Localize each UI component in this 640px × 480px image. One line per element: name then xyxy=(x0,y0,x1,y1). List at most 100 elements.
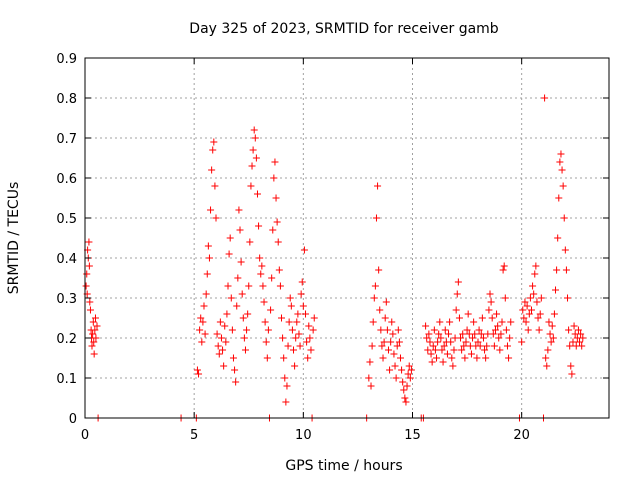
data-point xyxy=(221,322,229,330)
data-point xyxy=(525,310,533,318)
data-point xyxy=(482,354,490,362)
data-point xyxy=(547,338,555,346)
data-point xyxy=(389,330,397,338)
points-layer xyxy=(82,94,587,422)
data-point xyxy=(238,290,246,298)
data-point xyxy=(545,318,553,326)
data-point xyxy=(429,342,437,350)
data-point xyxy=(203,270,211,278)
data-point xyxy=(537,294,545,302)
data-point xyxy=(193,366,201,374)
data-point xyxy=(195,370,203,378)
data-point xyxy=(422,322,430,330)
data-point xyxy=(438,346,446,354)
data-point xyxy=(212,214,220,222)
data-point xyxy=(462,338,470,346)
data-point xyxy=(392,374,400,382)
grid-layer xyxy=(85,58,609,418)
data-point xyxy=(427,350,435,358)
data-point xyxy=(216,318,224,326)
data-point xyxy=(570,322,578,330)
data-point xyxy=(396,354,404,362)
data-point xyxy=(470,318,478,326)
data-point xyxy=(505,354,513,362)
data-point xyxy=(491,326,499,334)
data-point xyxy=(249,146,257,154)
data-point xyxy=(522,318,530,326)
data-point xyxy=(365,374,373,382)
data-point xyxy=(559,182,567,190)
data-point xyxy=(86,298,94,306)
y-tick-label: 0.8 xyxy=(56,92,77,107)
data-point xyxy=(447,338,455,346)
y-tick-label: 0.9 xyxy=(56,52,77,67)
plot-frame xyxy=(84,57,610,419)
data-point xyxy=(452,306,460,314)
data-point xyxy=(226,234,234,242)
data-point xyxy=(474,338,482,346)
data-point xyxy=(387,338,395,346)
data-point xyxy=(479,334,487,342)
data-point xyxy=(556,158,564,166)
data-point xyxy=(220,362,228,370)
data-point xyxy=(406,374,414,382)
data-point xyxy=(270,174,278,182)
data-point xyxy=(267,306,275,314)
data-point xyxy=(562,266,570,274)
data-point xyxy=(214,342,222,350)
data-point xyxy=(264,326,272,334)
data-point xyxy=(85,238,93,246)
data-point xyxy=(211,182,219,190)
data-point xyxy=(271,158,279,166)
data-point xyxy=(243,326,251,334)
data-point xyxy=(485,306,493,314)
data-point xyxy=(524,326,532,334)
data-point xyxy=(217,334,225,342)
data-point xyxy=(248,162,256,170)
data-point xyxy=(529,282,537,290)
y-tick-label: 0.4 xyxy=(56,252,77,267)
data-point xyxy=(309,326,317,334)
data-point xyxy=(286,294,294,302)
data-point xyxy=(306,334,314,342)
x-tick-label: 5 xyxy=(190,428,198,443)
data-point xyxy=(381,314,389,322)
data-point xyxy=(256,254,264,262)
data-point xyxy=(201,330,209,338)
data-point xyxy=(245,282,253,290)
data-point xyxy=(292,334,300,342)
data-point xyxy=(446,318,454,326)
data-point xyxy=(244,310,252,318)
data-point xyxy=(295,330,303,338)
data-point xyxy=(92,334,100,342)
data-point xyxy=(437,334,445,342)
data-point xyxy=(260,298,268,306)
data-point xyxy=(467,350,475,358)
data-point xyxy=(546,330,554,338)
data-point xyxy=(310,314,318,322)
data-point xyxy=(399,378,407,386)
data-point xyxy=(521,298,529,306)
data-point xyxy=(298,278,306,286)
data-point xyxy=(495,334,503,342)
data-point xyxy=(196,326,204,334)
data-point xyxy=(278,314,285,322)
data-point xyxy=(239,314,247,322)
data-point xyxy=(300,246,308,254)
data-point xyxy=(557,150,565,158)
data-point xyxy=(507,318,515,326)
data-point xyxy=(404,370,412,378)
data-point xyxy=(500,262,508,270)
data-point xyxy=(401,394,409,402)
data-point xyxy=(574,326,582,334)
data-point xyxy=(502,326,510,334)
data-point xyxy=(257,270,265,278)
data-point xyxy=(215,350,223,358)
ticks-layer: 0 0.1 0.2 0.3 0.4 0.5 0.6 0.7 0.8 0.9 0 5 10 15 20 xyxy=(56,52,609,443)
data-point xyxy=(477,330,485,338)
data-point xyxy=(499,266,507,274)
data-point xyxy=(213,330,221,338)
data-point xyxy=(531,270,539,278)
data-point xyxy=(497,330,505,338)
